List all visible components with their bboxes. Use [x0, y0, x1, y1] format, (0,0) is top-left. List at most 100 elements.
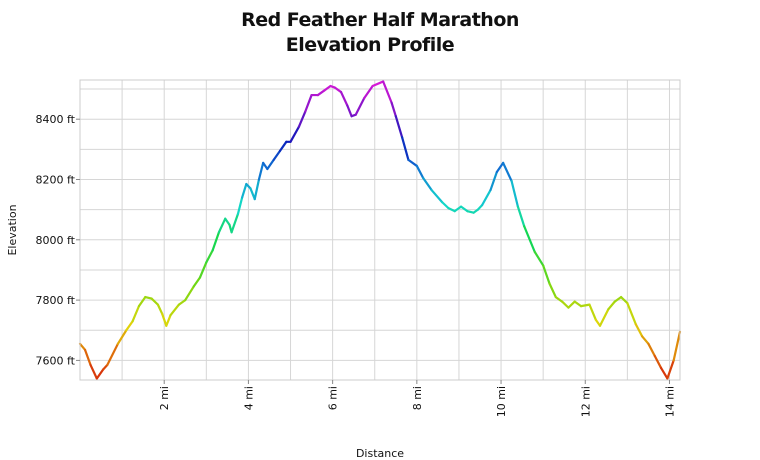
- y-tick-label: 7800 ft: [36, 294, 76, 307]
- x-axis-title: Distance: [356, 447, 404, 460]
- elevation-segment: [561, 300, 570, 309]
- elevation-segment: [573, 300, 583, 308]
- elevation-segment: [495, 161, 505, 174]
- elevation-segment: [131, 305, 141, 323]
- elevation-segment: [598, 308, 610, 327]
- elevation-segment: [211, 231, 221, 252]
- elevation-segment: [165, 314, 172, 327]
- elevation-segment: [481, 188, 492, 207]
- elevation-segment: [371, 80, 385, 88]
- elevation-segment: [289, 125, 301, 143]
- elevation-segment: [441, 201, 450, 210]
- elevation-segment: [278, 140, 288, 152]
- elevation-segment: [316, 89, 326, 97]
- elevation-segment: [659, 366, 669, 380]
- elevation-segment: [217, 217, 227, 234]
- elevation-segment: [542, 264, 551, 285]
- x-tick-label: 2 mi: [158, 386, 171, 410]
- chart-title-line1: Red Feather Half Marathon: [241, 9, 519, 31]
- elevation-segment: [382, 80, 393, 104]
- elevation-segment: [198, 261, 208, 279]
- plot-frame: [79, 79, 681, 381]
- elevation-segment: [304, 93, 313, 113]
- elevation-segment: [78, 342, 87, 351]
- elevation-segment: [554, 295, 564, 303]
- elevation-segment: [323, 84, 332, 92]
- y-axis-title: Elevation: [6, 204, 19, 255]
- elevation-segment: [447, 207, 456, 213]
- elevation-segment: [137, 295, 147, 308]
- elevation-segment: [266, 158, 275, 171]
- x-axis: 2 mi 4 mi 6 mi 8 mi 10 mi 12 mi 14 mi: [158, 380, 676, 417]
- x-tick-label: 8 mi: [411, 386, 424, 410]
- elevation-segment: [156, 303, 164, 315]
- elevation-segment: [548, 282, 557, 299]
- elevation-segment: [230, 213, 239, 234]
- elevation-segment: [177, 299, 187, 306]
- elevation-segment: [401, 136, 410, 161]
- elevation-segment: [567, 300, 576, 309]
- elevation-segment: [613, 295, 623, 303]
- elevation-segment: [634, 323, 644, 338]
- x-tick-label: 10 mi: [495, 386, 508, 417]
- elevation-segment: [116, 329, 128, 345]
- elevation-segment: [83, 348, 92, 367]
- elevation-segment: [626, 302, 637, 326]
- elevation-segment: [363, 84, 374, 100]
- y-tick-label: 8000 ft: [36, 234, 76, 247]
- elevation-segment: [262, 161, 269, 171]
- elevation-segment: [89, 363, 98, 380]
- x-tick-label: 12 mi: [579, 386, 592, 417]
- chart-title: Red Feather Half Marathon Elevation Prof…: [0, 8, 760, 58]
- elevation-segment: [339, 90, 349, 107]
- elevation-segment: [579, 303, 591, 308]
- y-tick-label: 7600 ft: [36, 354, 76, 367]
- elevation-segment: [184, 285, 195, 302]
- elevation-segment: [407, 158, 418, 168]
- x-tick-label: 14 mi: [663, 386, 676, 417]
- elevation-segment: [516, 205, 526, 228]
- elevation-segment: [588, 303, 597, 321]
- y-tick-label: 8200 ft: [36, 173, 76, 186]
- chart-subtitle: Elevation Profile: [285, 34, 455, 56]
- elevation-segment: [106, 342, 119, 367]
- elevation-segment: [354, 96, 366, 116]
- elevation-segment: [489, 170, 498, 192]
- elevation-segment: [390, 101, 397, 118]
- elevation-segment: [253, 178, 261, 201]
- x-tick-label: 4 mi: [242, 386, 255, 410]
- elevation-segment: [653, 354, 663, 370]
- elevation-line: [78, 80, 682, 380]
- elevation-segment: [169, 303, 181, 317]
- elevation-segment: [95, 368, 105, 380]
- elevation-segment: [346, 104, 353, 118]
- elevation-segment: [257, 161, 265, 181]
- x-tick-label: 6 mi: [327, 386, 340, 410]
- elevation-segment: [453, 205, 463, 213]
- elevation-segment: [125, 320, 134, 332]
- elevation-segment: [272, 149, 282, 161]
- elevation-segment: [161, 312, 168, 327]
- elevation-segment: [647, 342, 656, 357]
- elevation-segment: [619, 295, 629, 305]
- elevation-segment: [241, 182, 248, 199]
- elevation-segment: [297, 110, 307, 128]
- elevation-segment: [510, 179, 519, 208]
- elevation-segment: [672, 330, 682, 362]
- elevation-segment: [333, 86, 343, 94]
- elevation-segment: [150, 297, 159, 306]
- elevation-segment: [224, 217, 231, 226]
- elevation-segment: [394, 115, 404, 139]
- elevation-segment: [502, 161, 513, 183]
- elevation-segment: [422, 176, 433, 192]
- elevation-segment: [459, 205, 469, 213]
- elevation-segment: [430, 188, 444, 204]
- grid-lines: [80, 80, 680, 380]
- elevation-segment: [641, 335, 650, 345]
- elevation-segment: [523, 225, 536, 253]
- elevation-segment: [415, 164, 425, 180]
- elevation-segment: [205, 249, 214, 264]
- elevation-segment: [607, 300, 616, 311]
- elevation-segment: [192, 276, 202, 288]
